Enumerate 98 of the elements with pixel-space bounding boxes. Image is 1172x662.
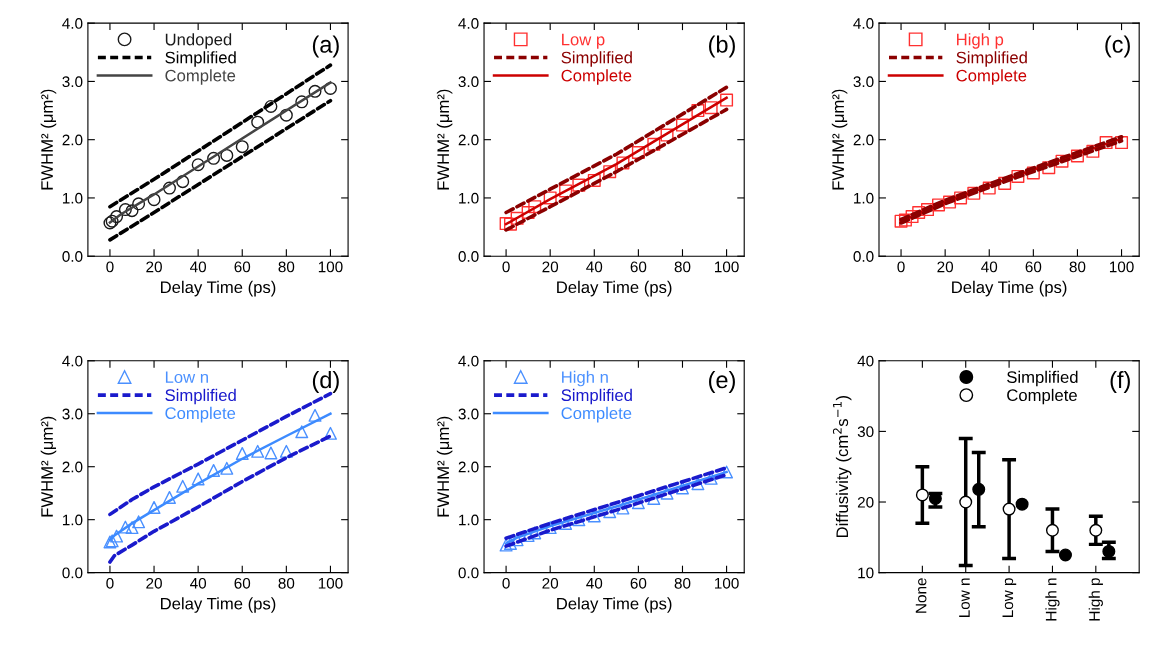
x-tick-label: 0 xyxy=(106,577,114,589)
y-tick-label: 2.0 xyxy=(62,461,83,473)
x-axis-title: Delay Time (ps) xyxy=(557,597,672,613)
y-tick-label: 1.0 xyxy=(62,514,83,526)
x-tick-label: 100 xyxy=(318,261,343,273)
x-tick-label: 20 xyxy=(937,261,954,273)
legend-label: Complete xyxy=(165,69,236,85)
x-tick-label: 20 xyxy=(542,577,559,589)
x-tick-label: 100 xyxy=(318,577,343,589)
y-axis-title: FWHM² (μm²) xyxy=(436,416,453,517)
legend-label: Simplified xyxy=(561,51,632,67)
x-tick-label: 100 xyxy=(715,261,739,273)
y-tick-label: 4.0 xyxy=(458,18,479,29)
annotation: (b) xyxy=(709,35,735,58)
y-tick-label: 3.0 xyxy=(458,76,479,88)
y-axis-title: FWHM² (μm²) xyxy=(436,89,453,190)
y-tick-label: 3.0 xyxy=(458,408,479,420)
legend-label: High n xyxy=(562,370,608,387)
x-tick-label: 80 xyxy=(1069,261,1086,273)
y-tick-label: 4.0 xyxy=(62,18,83,29)
x-tick-label: 80 xyxy=(278,577,295,589)
x-axis-title: Delay Time (ps) xyxy=(952,280,1067,297)
y-tick-label: 1.0 xyxy=(62,192,83,204)
legend-label: Complete xyxy=(1007,388,1077,405)
x-tick-label: 60 xyxy=(234,261,251,273)
x-tick-label: 60 xyxy=(234,577,251,589)
x-tick-label: Low p xyxy=(1002,578,1017,617)
x-tick-label: 20 xyxy=(146,577,162,589)
x-axis-title: Delay Time (ps) xyxy=(161,597,276,613)
y-axis-title: FWHM² (μm²) xyxy=(40,416,57,517)
y-axis-title: FWHM² (μm²) xyxy=(831,89,848,190)
y-tick-label: 0.0 xyxy=(62,251,83,262)
y-tick-label: 2.0 xyxy=(458,461,479,473)
x-tick-label: 0 xyxy=(106,261,114,273)
y-tick-label: 2.0 xyxy=(853,134,874,146)
y-tick-label: 1.0 xyxy=(854,192,874,204)
x-tick-label: 20 xyxy=(146,261,162,273)
x-tick-label: 100 xyxy=(715,577,739,589)
annotation: (c) xyxy=(1105,35,1130,58)
legend-label: Undoped xyxy=(165,33,232,49)
y-tick-label: 3.0 xyxy=(853,76,874,88)
x-tick-label: 60 xyxy=(630,261,647,273)
legend-label: Low n xyxy=(165,371,208,384)
annotation: (f) xyxy=(1110,370,1130,393)
y-tick-label: 0.0 xyxy=(458,251,479,262)
x-axis-title: Delay Time (ps) xyxy=(161,280,276,297)
y-tick-label: 3.0 xyxy=(62,408,83,420)
y-tick-label: 20 xyxy=(857,496,874,508)
x-tick-label: Low n xyxy=(959,578,970,617)
y-tick-label: 40 xyxy=(857,355,874,367)
y-tick-label: 30 xyxy=(857,426,874,438)
x-tick-label: High n xyxy=(1045,578,1060,621)
x-tick-label: 80 xyxy=(674,261,691,273)
y-tick-label: 2.0 xyxy=(458,134,479,146)
legend-label: High p xyxy=(957,33,1004,49)
legend-label: Complete xyxy=(956,69,1027,85)
legend-label: Complete xyxy=(561,406,632,423)
x-tick-label: 0 xyxy=(502,577,510,589)
y-axis-title: FWHM² (μm²) xyxy=(40,89,57,190)
legend-label: Simplified xyxy=(165,51,236,67)
legend-label: Simplified xyxy=(561,388,632,405)
legend-label: Simplified xyxy=(1007,370,1078,387)
y-tick-label: 4.0 xyxy=(62,355,83,367)
y-tick-label: 1.0 xyxy=(459,514,479,526)
y-tick-label: 0.0 xyxy=(62,567,83,579)
x-tick-label: 40 xyxy=(586,577,603,589)
x-axis-title: Delay Time (ps) xyxy=(557,280,672,297)
y-tick-label: 4.0 xyxy=(853,18,874,29)
x-tick-label: High p xyxy=(1088,578,1103,621)
legend-label: Low p xyxy=(562,33,605,49)
y-tick-label: 4.0 xyxy=(458,355,479,367)
legend-label: Simplified xyxy=(956,51,1027,67)
x-tick-label: 80 xyxy=(278,261,295,273)
x-tick-label: 20 xyxy=(542,261,559,273)
x-tick-label: 40 xyxy=(586,261,603,273)
legend-label: Complete xyxy=(561,69,632,85)
legend-label: Simplified xyxy=(165,388,236,405)
y-tick-label: 0.0 xyxy=(458,567,479,579)
x-tick-label: 40 xyxy=(190,261,207,273)
annotation: (d) xyxy=(312,370,339,393)
x-tick-label: 60 xyxy=(1025,261,1042,273)
annotation: (e) xyxy=(709,370,735,393)
legend-label: Complete xyxy=(165,406,236,423)
x-tick-label: 100 xyxy=(1109,261,1134,273)
x-tick-label: 40 xyxy=(981,261,998,273)
x-tick-label: None xyxy=(915,578,927,613)
x-tick-label: 0 xyxy=(502,261,510,273)
y-tick-label: 0.0 xyxy=(853,251,874,262)
y-tick-label: 2.0 xyxy=(62,134,83,146)
annotation: (a) xyxy=(312,35,339,58)
y-tick-label: 3.0 xyxy=(62,76,83,88)
y-tick-label: 1.0 xyxy=(459,192,479,204)
y-tick-label: 10 xyxy=(858,567,874,579)
x-tick-label: 40 xyxy=(190,577,207,589)
y-axis-title: Diffusivity (cm$^{2}$s$^{−1}$) xyxy=(832,396,852,538)
x-tick-label: 80 xyxy=(674,577,691,589)
x-tick-label: 60 xyxy=(630,577,647,589)
x-tick-label: 0 xyxy=(897,261,905,273)
